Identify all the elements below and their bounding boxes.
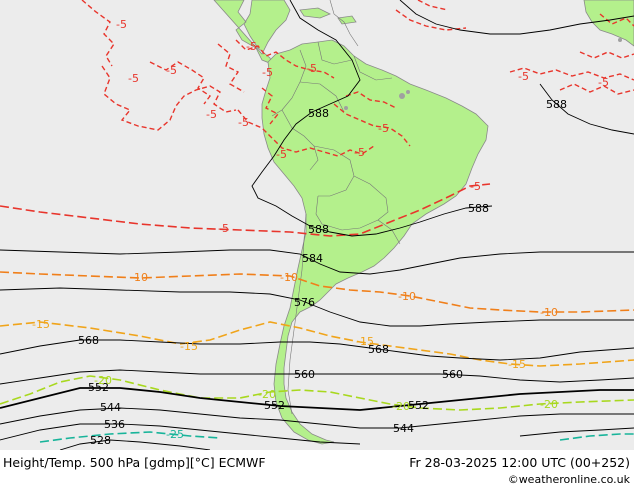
isotherm-minus20 — [0, 375, 634, 411]
temp-minus5-noise — [81, 0, 634, 157]
height-label: 588 — [546, 98, 567, 111]
height-label: 588 — [308, 107, 329, 120]
temp-label: -5 — [470, 180, 481, 193]
country-borders — [271, 0, 401, 415]
temp-label: -5 — [116, 18, 127, 31]
height-label: 552 — [264, 399, 285, 412]
central-america — [213, 0, 291, 65]
height-label: 588 — [308, 223, 329, 236]
height-label: 560 — [442, 368, 463, 381]
temp-label: -10 — [540, 306, 558, 319]
temp-label: -15 — [180, 340, 198, 353]
temp-label: -5 — [378, 122, 389, 135]
weather-map: 588 588 588 588 584 576 568 568 560 560 … — [0, 0, 634, 450]
height-label: 584 — [302, 252, 323, 265]
temp-label: -5 — [218, 222, 229, 235]
temp-label: -15 — [356, 335, 374, 348]
height-label: 568 — [368, 343, 389, 356]
height-label: 544 — [100, 401, 121, 414]
temp-label: -5 — [262, 66, 273, 79]
land — [213, 0, 634, 445]
africa-corner — [583, 0, 634, 47]
temp-label: -15 — [32, 318, 50, 331]
caribbean-islands — [299, 7, 357, 25]
temp-label-group: -5 -5 -5 -5 -5 -5 -5 -5 -5 -5 -5 -5 -5 -… — [32, 18, 609, 441]
height-label: 588 — [468, 202, 489, 215]
contour-560 — [0, 369, 634, 385]
temp-label: -5 — [206, 108, 217, 121]
isotherm-minus5 — [0, 183, 491, 237]
temp-label: -5 — [518, 70, 529, 83]
temp-label: -20 — [94, 374, 112, 387]
contour-588-north — [251, 0, 493, 237]
map-title: Height/Temp. 500 hPa [gdmp][°C] ECMWF — [3, 455, 266, 470]
temp-label: -10 — [130, 271, 148, 284]
height-label-group: 588 588 588 588 584 576 568 568 560 560 … — [78, 98, 567, 447]
temp-label: -15 — [508, 358, 526, 371]
height-label: 560 — [294, 368, 315, 381]
contour-528 — [59, 439, 211, 450]
height-label: 528 — [90, 434, 111, 447]
contour-568 — [0, 339, 634, 361]
temp-label: -5 — [598, 76, 609, 89]
height-label: 536 — [104, 418, 125, 431]
map-canvas: 588 588 588 588 584 576 568 568 560 560 … — [0, 0, 634, 450]
temp-isotherms — [0, 183, 634, 443]
temp-label: -10 — [398, 290, 416, 303]
temp-label: -5 — [306, 62, 317, 75]
temp-label: -5 — [238, 116, 249, 129]
lakes — [344, 38, 622, 110]
height-label: 576 — [294, 296, 315, 309]
temp-label: -25 — [166, 428, 184, 441]
contour-536 — [0, 423, 634, 445]
temp-label: -5 — [166, 64, 177, 77]
temp-label: -20 — [258, 388, 276, 401]
height-label: 552 — [408, 399, 429, 412]
height-contours — [0, 0, 634, 450]
contour-544 — [0, 407, 634, 429]
temp-label: -20 — [540, 398, 558, 411]
isotherm-minus10 — [0, 271, 634, 313]
contour-588-ne — [399, 0, 634, 35]
temp-label: -5 — [354, 146, 365, 159]
temp-label: -20 — [392, 400, 410, 413]
temp-label: -5 — [276, 148, 287, 161]
isotherm-minus25 — [39, 431, 634, 443]
south-america — [261, 39, 489, 445]
contour-552 — [0, 387, 634, 411]
footer: Height/Temp. 500 hPa [gdmp][°C] ECMWF Fr… — [0, 450, 634, 490]
temp-label: -10 — [280, 271, 298, 284]
height-label: 544 — [393, 422, 414, 435]
height-label: 568 — [78, 334, 99, 347]
temp-label: -5 — [128, 72, 139, 85]
credit-link[interactable]: ©weatheronline.co.uk — [507, 473, 630, 486]
temp-label: -5 — [246, 40, 257, 53]
contour-588-east — [539, 83, 634, 135]
contour-584 — [0, 249, 634, 275]
contour-576 — [0, 287, 634, 327]
forecast-datetime: Fr 28-03-2025 12:00 UTC (00+252) — [409, 455, 630, 470]
height-label: 552 — [88, 381, 109, 394]
